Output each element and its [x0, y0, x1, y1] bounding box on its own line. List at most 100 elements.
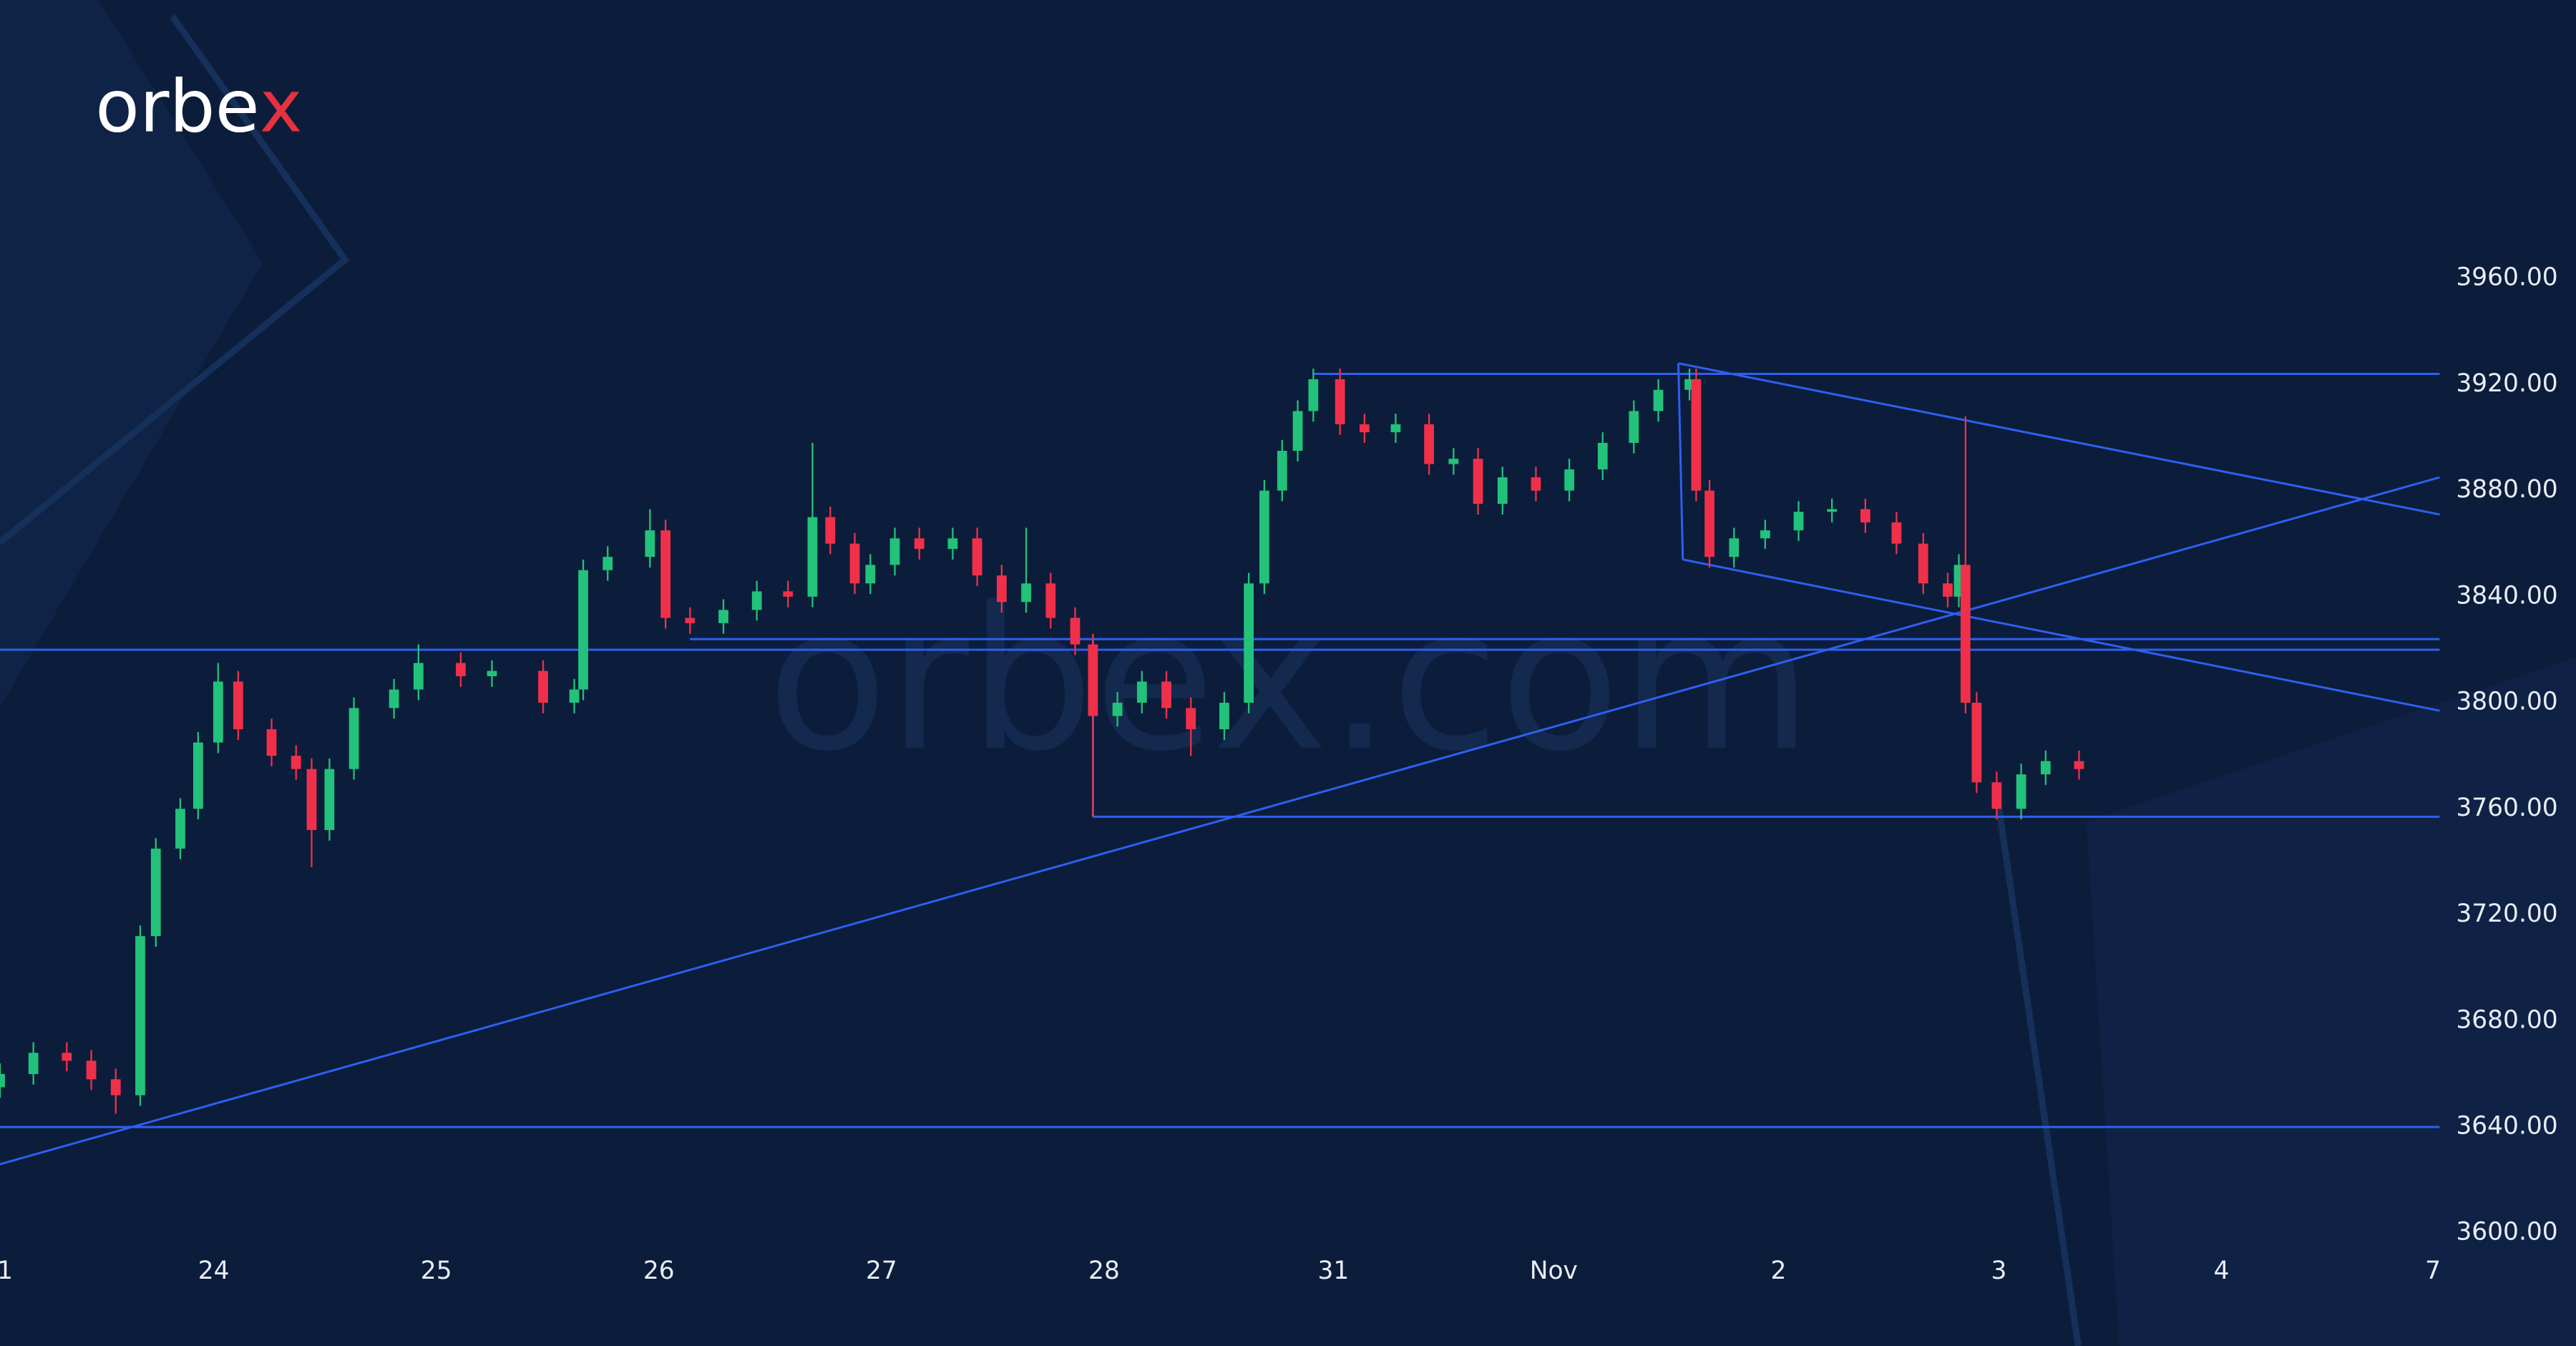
- candle-body: [2040, 761, 2051, 775]
- candle-body: [1259, 490, 1269, 584]
- candle-body: [807, 517, 818, 597]
- x-tick-label: 31: [1317, 1257, 1349, 1285]
- candle-body: [150, 848, 161, 937]
- candle-body: [324, 769, 335, 830]
- candle-body: [1653, 389, 1664, 411]
- candle-body: [1971, 703, 1982, 783]
- y-tick-label: 3880.00: [2456, 475, 2557, 504]
- logo-accent: x: [260, 64, 303, 149]
- y-tick-label: 3760.00: [2456, 794, 2557, 822]
- candle-body: [1244, 583, 1254, 703]
- candle-body: [1292, 411, 1303, 452]
- candle-body: [849, 543, 860, 584]
- x-tick-label: 1: [0, 1257, 13, 1285]
- candle-body: [1960, 565, 1971, 703]
- trend-line: [1677, 363, 1684, 560]
- candle-body: [135, 936, 145, 1096]
- candle-body: [718, 610, 728, 623]
- candle-body: [1161, 681, 1171, 708]
- candle-body: [1136, 681, 1147, 703]
- candle-body: [1827, 509, 1838, 512]
- candle-body: [487, 670, 497, 677]
- trend-line: [1678, 362, 2440, 516]
- y-tick-label: 3640.00: [2456, 1112, 2557, 1141]
- candle-body: [1448, 459, 1459, 464]
- candle-body: [751, 591, 762, 610]
- candle-body: [1070, 618, 1080, 645]
- candle-body: [1390, 424, 1401, 433]
- candle-body: [175, 809, 185, 849]
- candle-body: [213, 681, 223, 743]
- candle-body: [865, 565, 876, 584]
- candle-body: [1360, 424, 1370, 433]
- candle-body: [1729, 538, 1740, 557]
- candle-body: [825, 517, 836, 544]
- candle-body: [413, 663, 424, 690]
- candle-body: [110, 1079, 121, 1096]
- candle-body: [1943, 583, 1953, 597]
- candle-body: [1704, 490, 1714, 557]
- trend-line: [1682, 558, 2440, 712]
- candle-body: [996, 575, 1007, 603]
- candle-body: [914, 538, 924, 550]
- x-tick-label: 25: [421, 1257, 452, 1285]
- x-tick-label: 28: [1088, 1257, 1120, 1285]
- candle-body: [1918, 543, 1928, 584]
- candle-body: [456, 663, 466, 677]
- candle-body: [2016, 774, 2026, 809]
- candle-body: [1424, 424, 1435, 464]
- candle-body: [602, 557, 613, 570]
- decor-chevron: [2086, 657, 2576, 1346]
- candle-body: [1629, 411, 1639, 443]
- candle-body: [2074, 761, 2084, 769]
- decor-chevron-outline: [0, 14, 350, 545]
- candle-body: [1891, 522, 1902, 544]
- candle-body: [0, 1073, 5, 1088]
- logo: orbex: [95, 64, 302, 149]
- y-tick-label: 3840.00: [2456, 581, 2557, 610]
- y-tick-label: 3680.00: [2456, 1005, 2557, 1034]
- x-tick-label: 4: [2214, 1257, 2230, 1285]
- candle-body: [62, 1053, 72, 1061]
- candle-body: [1219, 703, 1229, 730]
- candle-body: [578, 570, 588, 690]
- candle-body: [1186, 708, 1196, 730]
- y-tick-label: 3720.00: [2456, 899, 2557, 928]
- candle-body: [1277, 451, 1287, 491]
- candle-body: [389, 689, 399, 708]
- candle-body: [645, 530, 655, 557]
- candle-body: [1991, 782, 2002, 809]
- candle-body: [1497, 477, 1508, 504]
- y-tick-label: 3600.00: [2456, 1218, 2557, 1247]
- y-tick-label: 3800.00: [2456, 688, 2557, 716]
- x-tick-label: 26: [643, 1257, 675, 1285]
- x-tick-label: 24: [198, 1257, 230, 1285]
- candle-body: [1112, 703, 1123, 716]
- candle-body: [783, 591, 794, 597]
- plot-area: [0, 362, 2440, 1166]
- candle-body: [86, 1060, 97, 1080]
- candle-body: [1021, 583, 1031, 603]
- y-tick-label: 3960.00: [2456, 263, 2557, 292]
- candle-body: [1473, 459, 1483, 504]
- candle-body: [28, 1053, 39, 1074]
- candle-body: [233, 681, 243, 730]
- candle-body: [889, 538, 900, 565]
- candle-body: [1597, 442, 1608, 469]
- candle-body: [1564, 469, 1575, 491]
- x-tick-label: 7: [2425, 1257, 2441, 1285]
- decor-stroke: [1992, 788, 2082, 1346]
- candle-body: [947, 538, 958, 550]
- logo-text: orbe: [95, 64, 260, 149]
- candle-body: [569, 689, 580, 703]
- candle-body: [972, 538, 982, 576]
- watermark: orbex.com: [767, 565, 1812, 794]
- decor-chevron: [0, 0, 263, 707]
- candle-body: [1760, 530, 1770, 539]
- candle-body: [685, 618, 696, 623]
- x-tick-label: 3: [1991, 1257, 2007, 1285]
- candle-body: [1335, 379, 1345, 424]
- x-tick-label: 2: [1771, 1257, 1787, 1285]
